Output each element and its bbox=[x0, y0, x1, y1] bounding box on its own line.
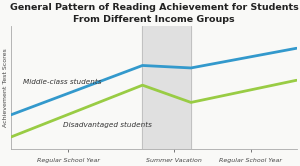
Text: Disadvantaged students: Disadvantaged students bbox=[63, 122, 152, 128]
Bar bbox=[142, 26, 191, 149]
Text: Middle-class students: Middle-class students bbox=[23, 79, 101, 85]
Title: General Pattern of Reading Achievement for Students
From Different Income Groups: General Pattern of Reading Achievement f… bbox=[10, 3, 298, 24]
Y-axis label: Achievement Test Scores: Achievement Test Scores bbox=[4, 48, 8, 127]
